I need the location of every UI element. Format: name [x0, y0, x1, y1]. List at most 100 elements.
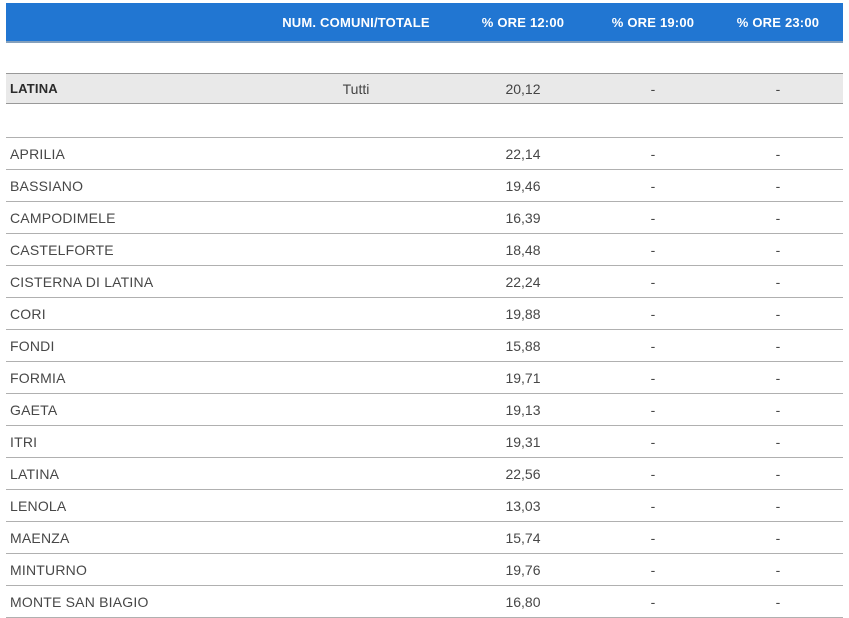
ore-23-value: -	[713, 522, 843, 554]
ore-12-value: 19,88	[453, 298, 593, 330]
comune-name: FONDI	[6, 330, 259, 362]
ore-19-value: -	[593, 522, 713, 554]
ore-23-value: -	[713, 362, 843, 394]
column-header-ore-19: % ORE 19:00	[593, 3, 713, 42]
num-comuni-value	[259, 266, 453, 298]
ore-12-value: 19,71	[453, 362, 593, 394]
comune-name: ITRI	[6, 426, 259, 458]
spacer-row	[6, 104, 843, 138]
table-header: NUM. COMUNI/TOTALE % ORE 12:00 % ORE 19:…	[6, 3, 843, 42]
ore-12-value: 19,46	[453, 170, 593, 202]
comune-name: GAETA	[6, 394, 259, 426]
num-comuni-value	[259, 138, 453, 170]
ore-19-value: -	[593, 554, 713, 586]
table-row: APRILIA22,14--	[6, 138, 843, 170]
table-row: ITRI19,31--	[6, 426, 843, 458]
ore-12-value: 13,03	[453, 490, 593, 522]
ore-19-value: -	[593, 362, 713, 394]
num-comuni-value	[259, 202, 453, 234]
comune-name: MINTURNO	[6, 554, 259, 586]
ore-12-value: 19,76	[453, 554, 593, 586]
comune-name: CORI	[6, 298, 259, 330]
ore-23-value: -	[713, 298, 843, 330]
num-comuni-value	[259, 298, 453, 330]
ore-12-value: 18,48	[453, 234, 593, 266]
ore-12-value: 22,56	[453, 458, 593, 490]
table-row: FONDI15,88--	[6, 330, 843, 362]
ore-23-value: -	[713, 394, 843, 426]
table-row: CAMPODIMELE16,39--	[6, 202, 843, 234]
page: NUM. COMUNI/TOTALE % ORE 12:00 % ORE 19:…	[0, 0, 849, 618]
comune-name: LATINA	[6, 458, 259, 490]
ore-12-value: 15,88	[453, 330, 593, 362]
summary-row: LATINA Tutti 20,12 - -	[6, 74, 843, 104]
ore-23-value: -	[713, 266, 843, 298]
comune-name: LENOLA	[6, 490, 259, 522]
spacer-row	[6, 42, 843, 74]
ore-23-value: -	[713, 234, 843, 266]
ore-23-value: -	[713, 170, 843, 202]
comune-name: FORMIA	[6, 362, 259, 394]
table-row: BASSIANO19,46--	[6, 170, 843, 202]
ore-19-value: -	[593, 394, 713, 426]
summary-comuni-selection: Tutti	[259, 74, 453, 104]
num-comuni-value	[259, 330, 453, 362]
ore-23-value: -	[713, 426, 843, 458]
summary-ore-23-value: -	[713, 74, 843, 104]
table-row: MINTURNO19,76--	[6, 554, 843, 586]
num-comuni-value	[259, 394, 453, 426]
ore-23-value: -	[713, 202, 843, 234]
num-comuni-value	[259, 522, 453, 554]
ore-12-value: 22,14	[453, 138, 593, 170]
ore-23-value: -	[713, 458, 843, 490]
column-header-num-comuni-totale: NUM. COMUNI/TOTALE	[259, 3, 453, 42]
comune-name: CASTELFORTE	[6, 234, 259, 266]
table-row: MAENZA15,74--	[6, 522, 843, 554]
table-row: GAETA19,13--	[6, 394, 843, 426]
table-row: LENOLA13,03--	[6, 490, 843, 522]
comuni-percent-table: NUM. COMUNI/TOTALE % ORE 12:00 % ORE 19:…	[6, 3, 843, 618]
table-row: FORMIA19,71--	[6, 362, 843, 394]
num-comuni-value	[259, 554, 453, 586]
ore-12-value: 15,74	[453, 522, 593, 554]
column-header-ore-23: % ORE 23:00	[713, 3, 843, 42]
num-comuni-value	[259, 458, 453, 490]
column-header-comune	[6, 3, 259, 42]
ore-19-value: -	[593, 458, 713, 490]
ore-23-value: -	[713, 490, 843, 522]
table-row: CISTERNA DI LATINA22,24--	[6, 266, 843, 298]
comune-name: BASSIANO	[6, 170, 259, 202]
ore-19-value: -	[593, 426, 713, 458]
table-body: LATINA Tutti 20,12 - - APRILIA22,14--BAS…	[6, 42, 843, 618]
summary-ore-12-value: 20,12	[453, 74, 593, 104]
ore-23-value: -	[713, 554, 843, 586]
summary-ore-19-value: -	[593, 74, 713, 104]
ore-12-value: 19,13	[453, 394, 593, 426]
ore-19-value: -	[593, 490, 713, 522]
ore-23-value: -	[713, 330, 843, 362]
num-comuni-value	[259, 426, 453, 458]
comune-name: CAMPODIMELE	[6, 202, 259, 234]
ore-12-value: 16,39	[453, 202, 593, 234]
table-row: LATINA22,56--	[6, 458, 843, 490]
header-row: NUM. COMUNI/TOTALE % ORE 12:00 % ORE 19:…	[6, 3, 843, 42]
ore-12-value: 19,31	[453, 426, 593, 458]
column-header-ore-12: % ORE 12:00	[453, 3, 593, 42]
ore-19-value: -	[593, 202, 713, 234]
summary-province-name: LATINA	[6, 74, 259, 104]
num-comuni-value	[259, 234, 453, 266]
ore-12-value: 22,24	[453, 266, 593, 298]
ore-19-value: -	[593, 266, 713, 298]
ore-19-value: -	[593, 298, 713, 330]
ore-23-value: -	[713, 138, 843, 170]
ore-19-value: -	[593, 138, 713, 170]
comune-name: APRILIA	[6, 138, 259, 170]
ore-19-value: -	[593, 170, 713, 202]
comune-name: CISTERNA DI LATINA	[6, 266, 259, 298]
table-row: CORI19,88--	[6, 298, 843, 330]
comune-name: MAENZA	[6, 522, 259, 554]
table-row: CASTELFORTE18,48--	[6, 234, 843, 266]
num-comuni-value	[259, 490, 453, 522]
ore-19-value: -	[593, 234, 713, 266]
num-comuni-value	[259, 362, 453, 394]
